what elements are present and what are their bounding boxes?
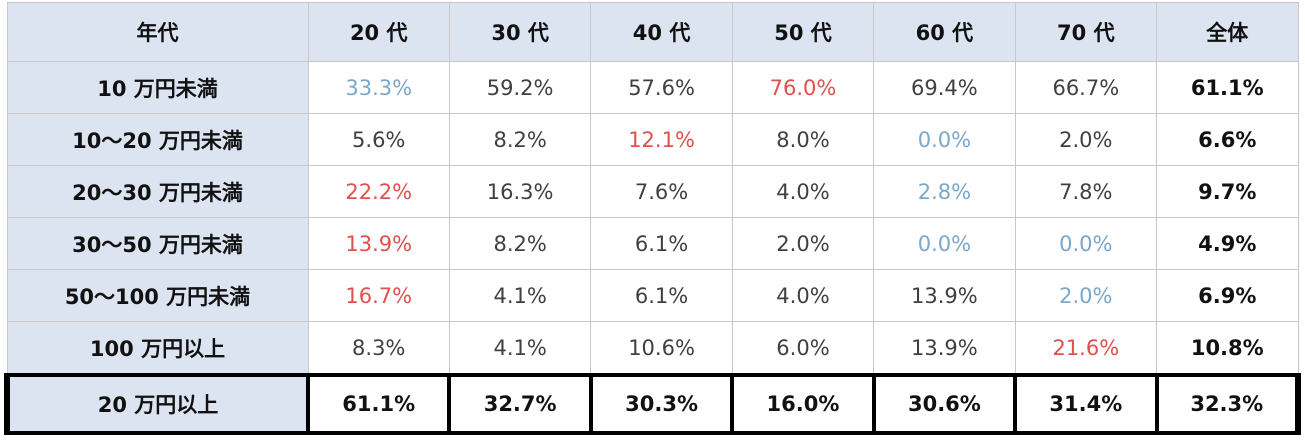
header-cell: 70 代 [1014, 2, 1158, 62]
cell: 4.1% [448, 321, 592, 376]
cell: 4.0% [731, 269, 875, 322]
cell: 4.1% [448, 269, 592, 322]
row-label: 50～100 万円未満 [6, 269, 309, 322]
cell: 2.0% [1014, 113, 1158, 166]
table-row: 20 万円以上 61.1% 32.7% 30.3% 16.0% 30.6% 31.4% 32.… [4, 373, 1302, 435]
table-row: 20～30 万円未満 22.2% 16.3% 7.6% 4.0% 2.8% 7.8% 9.7% [6, 165, 1299, 218]
cell: 2.0% [731, 217, 875, 270]
cell: 8.2% [448, 113, 592, 166]
cell: 31.4% [1013, 373, 1159, 435]
header-row: 年代 20 代 30 代 40 代 50 代 60 代 70 代全体 [6, 2, 1299, 62]
header-cell: 年代 [6, 2, 309, 62]
cell: 33.3% [307, 61, 450, 114]
cell: 4.9% [1156, 217, 1299, 270]
row-label: 10～20 万円未満 [6, 113, 309, 166]
cell: 16.7% [307, 269, 450, 322]
cell: 66.7% [1014, 61, 1158, 114]
cell: 10.6% [590, 321, 733, 376]
cell: 0.0% [873, 217, 1016, 270]
cell: 61.1% [305, 373, 452, 435]
table-row: 10～20 万円未満 5.6% 8.2% 12.1% 8.0% 0.0% 2.0% 6.6% [6, 113, 1299, 166]
cell: 6.0% [731, 321, 875, 376]
cell: 12.1% [590, 113, 733, 166]
cell: 8.3% [307, 321, 450, 376]
header-cell: 全体 [1156, 2, 1299, 62]
cell: 6.1% [590, 269, 733, 322]
row-label: 10 万円未満 [6, 61, 309, 114]
row-label: 30～50 万円未満 [6, 217, 309, 270]
header-cell: 50 代 [731, 2, 875, 62]
cell: 32.7% [447, 373, 593, 435]
cell: 22.2% [307, 165, 450, 218]
cell: 0.0% [1014, 217, 1158, 270]
cell: 2.8% [873, 165, 1016, 218]
cell: 4.0% [731, 165, 875, 218]
cell: 30.6% [871, 373, 1018, 435]
cell: 6.9% [1156, 269, 1299, 322]
cell: 6.6% [1156, 113, 1299, 166]
cell: 8.2% [448, 217, 592, 270]
cell: 13.9% [873, 321, 1016, 376]
row-label: 20 万円以上 [4, 373, 310, 435]
cell: 30.3% [588, 373, 735, 435]
row-label: 20～30 万円未満 [6, 165, 309, 218]
cell: 0.0% [873, 113, 1016, 166]
table-row: 10 万円未満 33.3% 59.2% 57.6% 76.0% 69.4% 66.7% 61.… [6, 61, 1299, 114]
header-cell: 60 代 [873, 2, 1016, 62]
cell: 2.0% [1014, 269, 1158, 322]
cell: 5.6% [307, 113, 450, 166]
table-row: 50～100 万円未満 16.7% 4.1% 6.1% 4.0% 13.9% 2.0% 6.9… [6, 269, 1299, 322]
cell: 7.8% [1014, 165, 1158, 218]
table: 年代 20 代 30 代 40 代 50 代 60 代 70 代全体 10 万円未満 33.3%… [4, 2, 1302, 435]
header-cell: 20 代 [307, 2, 450, 62]
header-cell: 40 代 [590, 2, 733, 62]
row-label: 100 万円以上 [6, 321, 309, 376]
cell: 13.9% [307, 217, 450, 270]
cell: 8.0% [731, 113, 875, 166]
header-cell: 30 代 [448, 2, 592, 62]
cell: 59.2% [448, 61, 592, 114]
cell: 69.4% [873, 61, 1016, 114]
cell: 6.1% [590, 217, 733, 270]
cell: 9.7% [1156, 165, 1299, 218]
cell: 61.1% [1156, 61, 1299, 114]
table-row: 30～50 万円未満 13.9% 8.2% 6.1% 2.0% 0.0% 0.0% 4.9% [6, 217, 1299, 270]
cell: 10.8% [1156, 321, 1299, 376]
cell: 13.9% [873, 269, 1016, 322]
cell: 16.3% [448, 165, 592, 218]
table-row: 100 万円以上 8.3% 4.1% 10.6% 6.0% 13.9% 21.6% 10.8% [6, 321, 1299, 376]
cell: 57.6% [590, 61, 733, 114]
cell: 16.0% [730, 373, 876, 435]
cell: 21.6% [1014, 321, 1158, 376]
cell: 76.0% [731, 61, 875, 114]
cell: 7.6% [590, 165, 733, 218]
cell: 32.3% [1154, 373, 1302, 435]
